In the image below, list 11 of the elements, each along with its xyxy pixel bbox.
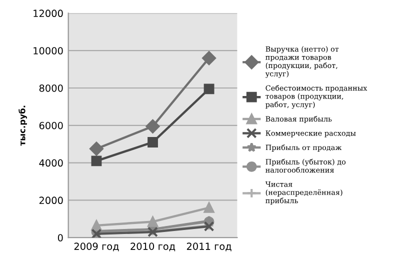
y-tick-label: 10000 [34,47,63,54]
x-tick-label: 2009 год [74,242,119,252]
y-tick-label: 0 [58,234,63,242]
y-tick-label: 2000 [39,196,63,204]
x-tick-label: 2010 год [130,242,176,252]
y-axis-title: тыс.руб. [18,106,27,146]
y-tick-label: 12000 [34,10,63,18]
y-tick-label: 6000 [39,122,63,130]
x-tick-label: 2011 год [186,242,232,252]
y-tick-label: 4000 [39,159,63,167]
y-tick-label: 8000 [39,84,63,92]
